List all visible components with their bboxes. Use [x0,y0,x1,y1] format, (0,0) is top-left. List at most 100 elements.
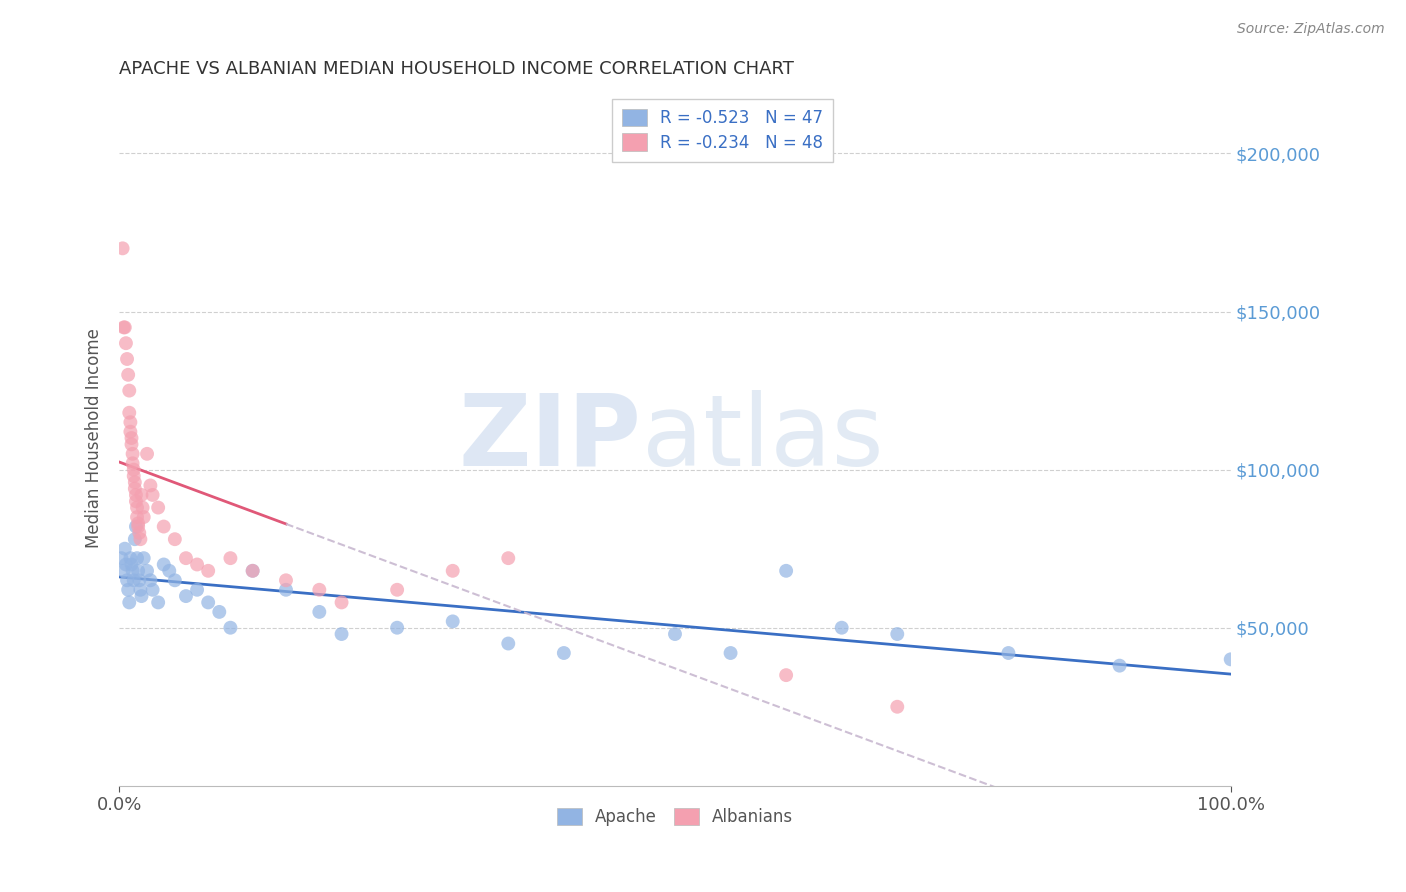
Point [115,351,138,366]
Point [152,558,174,572]
Point [498,636,520,650]
Point [118,595,141,609]
Point [219,621,242,635]
Point [122,463,145,477]
Point [117,582,139,597]
Text: ZIP: ZIP [458,390,641,486]
Point [121,431,143,445]
Point [121,456,143,470]
Point [111,241,134,255]
Point [125,519,148,533]
Point [664,627,686,641]
Point [127,519,149,533]
Legend: Apache, Albanians: Apache, Albanians [550,802,800,833]
Point [152,519,174,533]
Point [886,699,908,714]
Point [219,551,242,566]
Point [274,582,297,597]
Point [114,541,136,556]
Point [553,646,575,660]
Point [110,551,132,566]
Point [120,415,142,429]
Text: atlas: atlas [641,390,883,486]
Point [831,621,853,635]
Point [115,558,138,572]
Point [385,621,408,635]
Point [274,574,297,588]
Point [330,627,353,641]
Point [115,574,138,588]
Point [174,589,197,603]
Point [139,574,162,588]
Point [385,582,408,597]
Point [124,475,146,490]
Text: APACHE VS ALBANIAN MEDIAN HOUSEHOLD INCOME CORRELATION CHART: APACHE VS ALBANIAN MEDIAN HOUSEHOLD INCO… [120,60,794,78]
Point [186,582,208,597]
Point [330,595,353,609]
Point [112,564,135,578]
Point [242,564,264,578]
Point [142,582,165,597]
Point [114,320,136,334]
Point [197,595,219,609]
Point [146,500,169,515]
Point [157,564,180,578]
Point [121,447,143,461]
Point [128,525,150,540]
Point [197,564,219,578]
Point [886,627,908,641]
Point [146,595,169,609]
Point [125,510,148,524]
Point [498,551,520,566]
Point [136,447,159,461]
Point [1219,652,1241,666]
Point [121,564,143,578]
Point [117,368,139,382]
Point [122,469,145,483]
Point [124,532,146,546]
Point [308,605,330,619]
Point [115,336,138,351]
Point [142,488,165,502]
Point [775,668,797,682]
Point [128,574,150,588]
Point [997,646,1019,660]
Point [121,437,143,451]
Point [112,320,135,334]
Point [441,564,464,578]
Point [174,551,197,566]
Point [121,558,143,572]
Point [131,589,153,603]
Point [118,384,141,398]
Point [308,582,330,597]
Point [122,574,145,588]
Point [132,510,155,524]
Point [125,494,148,508]
Point [775,564,797,578]
Point [131,500,153,515]
Point [125,488,148,502]
Point [124,482,146,496]
Point [1108,658,1130,673]
Point [208,605,231,619]
Point [125,551,148,566]
Point [129,582,152,597]
Text: Source: ZipAtlas.com: Source: ZipAtlas.com [1237,22,1385,37]
Point [120,425,142,439]
Point [139,478,162,492]
Point [441,615,464,629]
Point [127,516,149,531]
Point [720,646,742,660]
Y-axis label: Median Household Income: Median Household Income [86,328,103,548]
Point [120,551,142,566]
Point [163,574,186,588]
Point [242,564,264,578]
Point [131,488,153,502]
Point [132,551,155,566]
Point [136,564,159,578]
Point [129,532,152,546]
Point [127,564,149,578]
Point [125,500,148,515]
Point [163,532,186,546]
Point [118,406,141,420]
